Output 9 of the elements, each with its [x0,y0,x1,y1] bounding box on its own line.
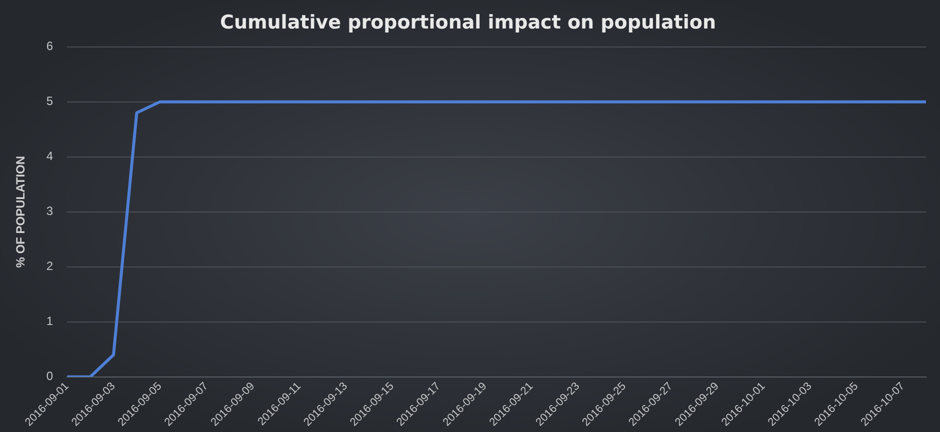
y-tick-label: 5 [46,94,54,108]
y-axis-title: % OF POPULATION [14,156,28,268]
y-tick-label: 3 [46,204,54,218]
y-tick-label: 0 [46,369,54,384]
y-tick-label: 1 [46,314,54,328]
y-tick-label: 6 [46,39,54,54]
y-tick-label: 4 [46,149,54,164]
chart-title: Cumulative proportional impact on population [220,11,716,34]
y-tick-label: 2 [46,259,54,274]
